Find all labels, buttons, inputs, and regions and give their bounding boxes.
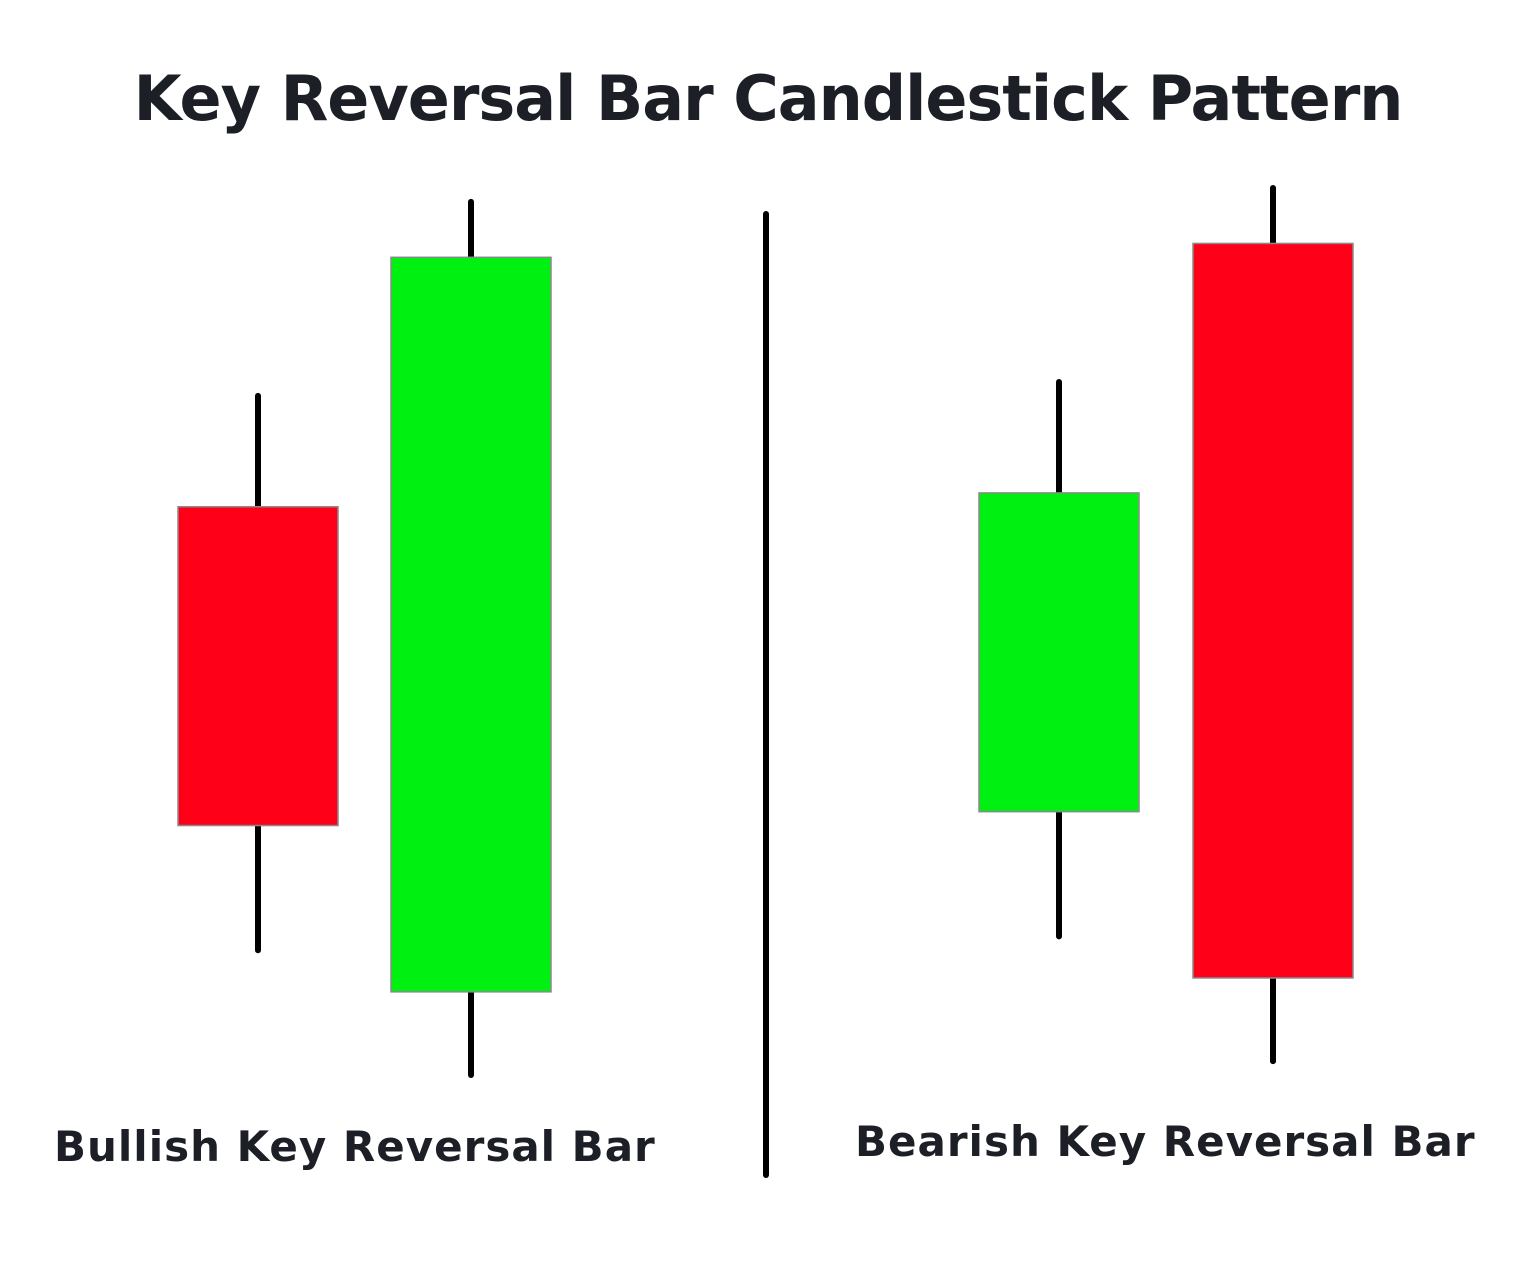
bullish-pattern bbox=[177, 198, 552, 1078]
bullish-pattern-candle-1-body bbox=[177, 506, 339, 827]
bearish-pattern-candle-1-body bbox=[978, 492, 1140, 813]
bearish-pattern-caption: Bearish Key Reversal Bar bbox=[855, 1117, 1476, 1166]
bullish-pattern-candle-1 bbox=[177, 392, 339, 954]
bearish-pattern-candle-1 bbox=[978, 379, 1140, 940]
bullish-pattern-candle-2 bbox=[390, 198, 552, 1078]
candles-layer bbox=[177, 185, 1354, 1078]
bearish-pattern-candle-2-body bbox=[1192, 242, 1354, 979]
page-title: Key Reversal Bar Candlestick Pattern bbox=[133, 62, 1404, 135]
bearish-pattern-candle-2 bbox=[1192, 185, 1354, 1065]
bullish-pattern-candle-2-body bbox=[390, 256, 552, 993]
bearish-pattern bbox=[978, 185, 1354, 1065]
bullish-pattern-caption: Bullish Key Reversal Bar bbox=[54, 1122, 656, 1171]
